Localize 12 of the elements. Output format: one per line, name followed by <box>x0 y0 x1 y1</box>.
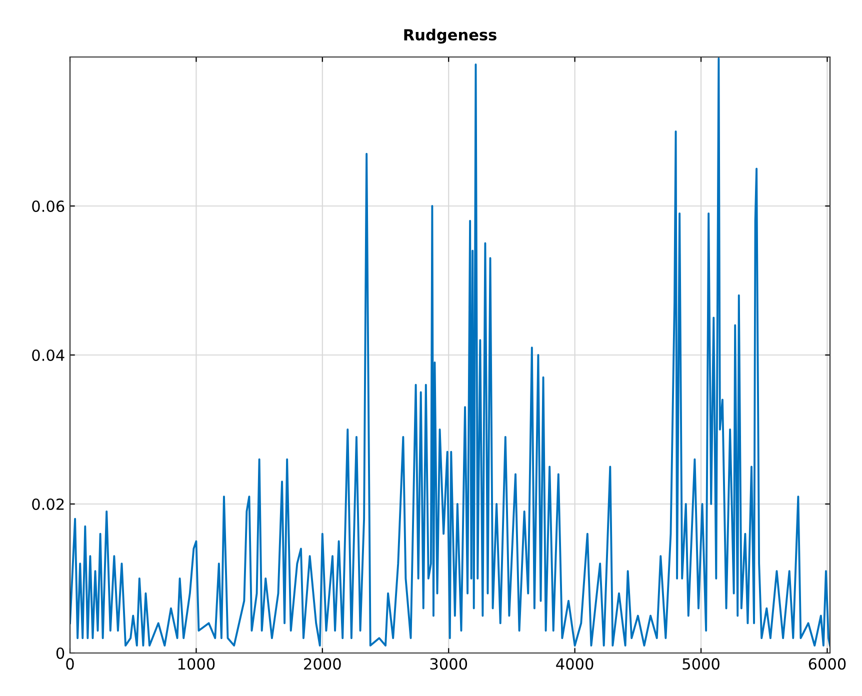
x-tick-label: 1000 <box>178 658 215 670</box>
x-tick-label: 0 <box>66 658 74 670</box>
y-tick-label: 0 <box>56 647 64 660</box>
x-tick-label: 4000 <box>556 658 594 670</box>
y-tick-label: 0.06 <box>32 200 64 212</box>
x-tick-label: 6000 <box>808 658 846 670</box>
y-tick-label: 0.02 <box>32 498 64 510</box>
x-tick-label: 5000 <box>682 658 720 670</box>
y-tick-label: 0.04 <box>32 349 64 362</box>
chart-title: Rudgeness <box>404 28 496 44</box>
x-tick-label: 2000 <box>304 658 341 670</box>
x-tick-label: 3000 <box>430 658 468 670</box>
